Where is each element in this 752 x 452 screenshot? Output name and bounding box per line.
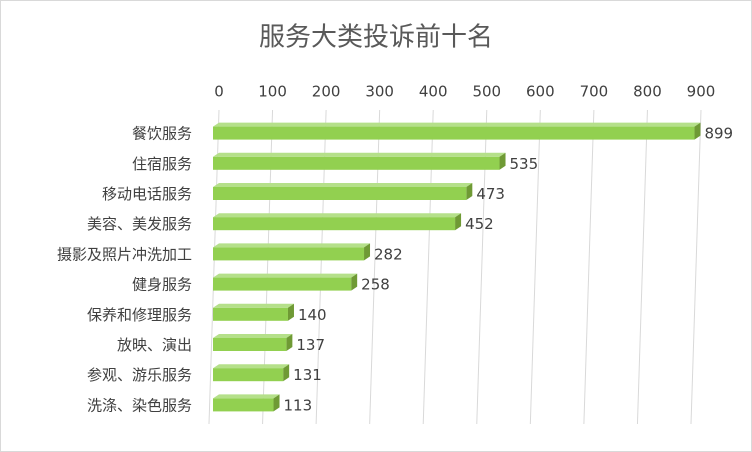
x-tick-label: 0 [214,83,224,101]
bar-front [213,338,287,351]
bar-top [213,303,294,308]
bar-side [466,183,473,200]
value-label: 282 [374,245,403,263]
bar-front [213,187,467,200]
bar-side [364,243,371,261]
bar-front [213,126,695,140]
bar-front [213,156,500,170]
y-tick-label: 洗涤、染色服务 [87,396,192,414]
x-tick-label: 200 [312,83,341,101]
bar [213,394,280,412]
bar-side [351,273,358,291]
x-tick-label: 300 [365,83,394,101]
value-label: 137 [296,336,325,354]
y-tick-label: 美容、美发服务 [87,215,192,233]
bar [213,273,358,291]
bar [213,243,371,261]
bar-top [213,273,358,278]
x-tick-label: 600 [526,83,555,101]
value-label: 473 [476,185,505,203]
bar-front [213,307,288,321]
x-tick-label: 800 [633,83,662,101]
x-tick-label: 400 [419,83,448,101]
bar-top [213,243,371,248]
bar-front [213,217,456,231]
bar-front [213,277,352,291]
value-label: 131 [293,366,322,384]
bar-top [213,183,473,187]
bar-side [455,213,462,231]
x-tick-label: 900 [687,83,716,101]
bar [213,303,294,321]
bar-front [213,368,284,382]
bar-front [213,398,274,412]
x-tick-label: 700 [580,83,609,101]
grid-line [636,109,648,425]
grid-line [583,109,595,425]
bar [213,213,462,231]
bar-top [213,213,462,218]
bar-front [213,247,365,261]
bar-top [213,122,701,127]
bar [213,364,290,382]
y-tick-label: 移动电话服务 [102,185,192,203]
value-label: 535 [510,155,539,173]
value-label: 140 [298,306,327,324]
bar-side [694,122,701,140]
y-tick-label: 参观、游乐服务 [87,366,192,384]
bar-top [213,334,293,338]
bar-top [213,152,506,157]
value-label: 452 [465,215,494,233]
value-label: 113 [284,396,313,414]
y-tick-label: 摄影及照片冲洗加工 [57,245,192,263]
x-tick-label: 100 [258,83,287,101]
x-tick-label: 500 [472,83,501,101]
bar [213,152,506,170]
bar-side [287,303,294,321]
bar-side [273,394,280,412]
bar-side [286,334,293,351]
bar-top [213,394,280,399]
bar [213,334,293,351]
y-tick-label: 餐饮服务 [132,125,192,143]
value-label: 899 [704,125,733,143]
grid-line [690,109,702,425]
bar-side [499,152,506,170]
bar-side [283,364,290,382]
bar-top [213,364,290,369]
y-tick-label: 住宿服务 [132,155,192,173]
y-tick-label: 健身服务 [132,276,192,294]
grid-line [529,109,541,425]
bar [213,122,701,140]
bar [213,183,473,200]
chart-title: 服务大类投诉前十名 [259,23,493,53]
y-tick-label: 放映、演出 [117,336,192,354]
value-label: 258 [361,276,390,294]
y-tick-label: 保养和修理服务 [87,306,192,324]
